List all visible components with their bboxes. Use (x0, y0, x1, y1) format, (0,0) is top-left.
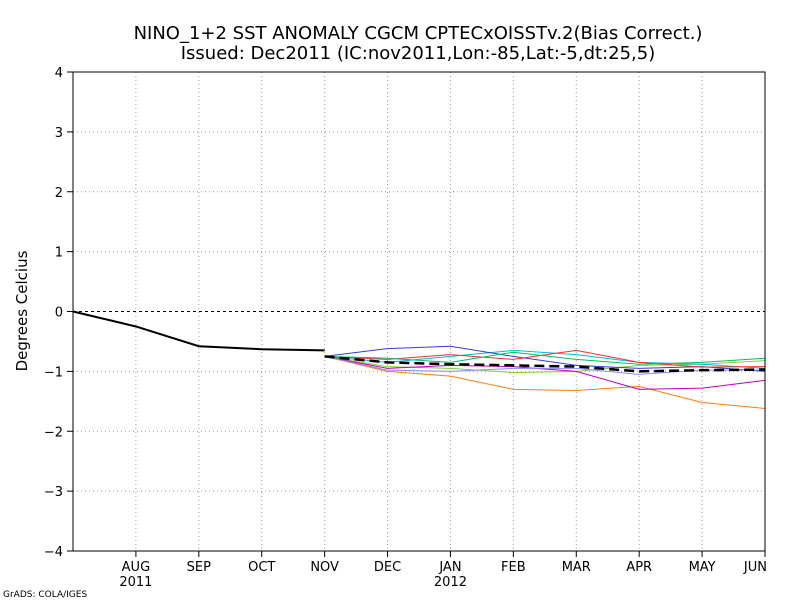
x-tick-label-10: JUN (743, 560, 767, 575)
year-label-1: 2012 (434, 575, 467, 590)
y-tick-label-2: −2 (44, 425, 63, 440)
x-tick-label-9: MAY (689, 560, 716, 575)
ensemble-mean-line (324, 355, 766, 373)
grid-layer (73, 72, 765, 551)
x-tick-label-8: APR (626, 560, 652, 575)
ensemble-member-line-5 (324, 355, 766, 390)
y-tick-label-8: 4 (55, 66, 63, 81)
chart-subtitle: Issued: Dec2011 (IC:nov2011,Lon:-85,Lat:… (181, 43, 656, 64)
y-tick-label-7: 3 (55, 126, 63, 141)
x-tick-label-6: FEB (501, 560, 526, 575)
observed-line (72, 310, 325, 352)
x-tick-label-5: JAN (438, 560, 461, 575)
x-tick-label-4: DEC (374, 560, 401, 575)
y-tick-label-6: 2 (55, 186, 63, 201)
x-tick-label-1: SEP (187, 560, 211, 575)
y-tick-label-1: −3 (44, 485, 63, 500)
ensemble-member-line-1 (324, 355, 766, 409)
y-axis-label: Degrees Celcius (13, 250, 31, 371)
chart-title: NINO_1+2 SST ANOMALY CGCM CPTECxOISSTv.2… (134, 23, 703, 44)
ensemble-member-line-3 (324, 349, 766, 369)
axes-layer: −4 −3 −2 −1 0 1 2 3 4 AUG SEP OCT NOV DEC JAN FEB MAR APR… (44, 66, 767, 590)
x-tick-label-7: MAR (562, 560, 591, 575)
y-tick-label-4: 0 (55, 306, 63, 321)
x-tick-label-2: OCT (248, 560, 275, 575)
series-layer (72, 310, 766, 409)
x-tick-label-0: AUG (122, 560, 150, 575)
ensemble-member-line-7 (324, 351, 766, 365)
y-tick-label-0: −4 (44, 545, 63, 560)
y-tick-label-5: 1 (55, 246, 63, 261)
y-tick-label-3: −1 (44, 365, 63, 380)
year-label-0: 2011 (119, 575, 152, 590)
x-tick-label-3: NOV (310, 560, 339, 575)
footer-credit: GrADS: COLA/IGES (3, 590, 87, 600)
